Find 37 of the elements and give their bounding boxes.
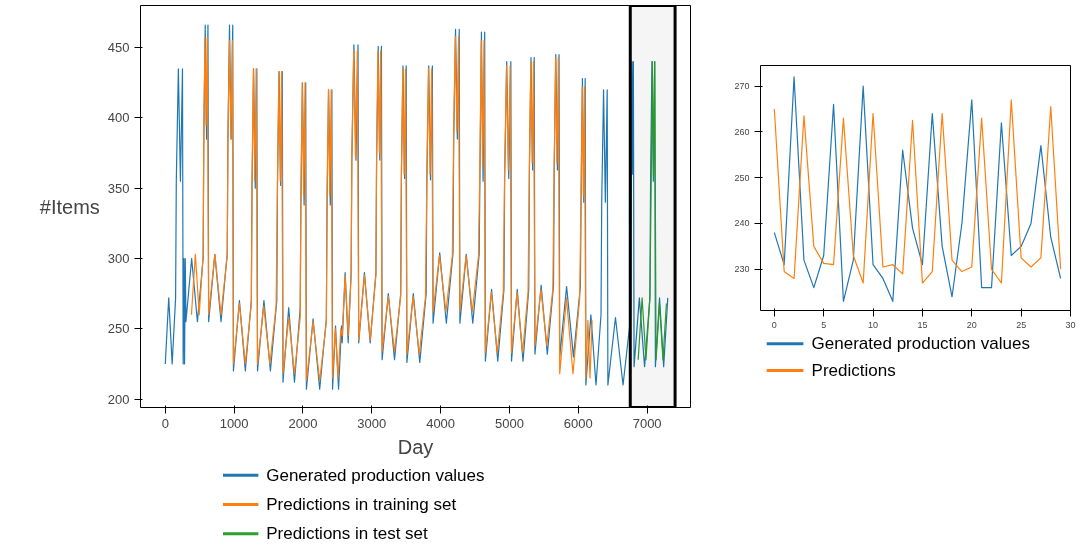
x-axis-title: Day [397,435,434,458]
y-tick-label: 200 [107,391,130,407]
y-tick-label: 350 [107,180,130,196]
y-tick-label: 450 [107,40,130,56]
x-tick-label: 0 [161,415,169,431]
x-tick-label: 15 [917,319,928,330]
legend-label: Predictions in test set [266,524,429,544]
x-tick-label: 25 [1016,319,1027,330]
x-tick-label: 5000 [495,415,524,431]
x-tick-label: 30 [1065,319,1076,330]
x-tick-label: 2000 [288,415,318,431]
y-tick-label: 400 [107,110,130,126]
legend-label: Predictions [811,361,896,380]
x-tick-label: 6000 [563,415,593,431]
y-tick-label: 270 [734,81,750,92]
y-tick-label: 230 [734,264,750,275]
y-tick-label: 250 [107,321,130,337]
x-tick-label: 3000 [357,415,387,431]
x-tick-label: 1000 [219,415,249,431]
x-tick-label: 0 [771,319,777,330]
y-tick-label: 260 [734,126,750,137]
line-series [773,99,1062,284]
legend-label: Generated production values [266,465,485,485]
line-series [190,35,593,382]
x-tick-label: 4000 [426,415,456,431]
line-series [773,76,1062,302]
line-series [637,61,668,361]
y-tick-label: 250 [734,172,750,183]
x-tick-label: 7000 [632,415,662,431]
legend-label: Predictions in training set [266,495,457,514]
legend-label: Generated production values [811,334,1030,354]
x-tick-label: 20 [966,319,977,330]
y-tick-label: 240 [734,218,750,229]
y-axis-title: #Items [39,195,100,218]
y-tick-label: 300 [107,251,130,267]
x-tick-label: 5 [821,319,827,330]
x-tick-label: 10 [868,319,879,330]
